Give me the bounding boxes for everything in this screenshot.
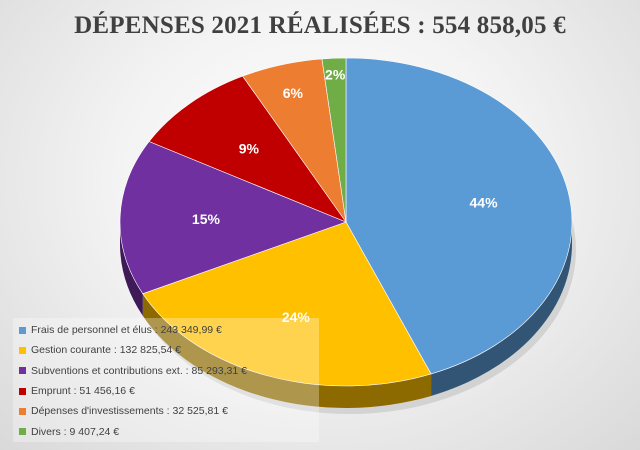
legend-swatch xyxy=(19,387,26,395)
slice-percent-label: 15% xyxy=(192,211,221,227)
slice-percent-label: 6% xyxy=(283,85,304,101)
legend: Frais de personnel et élus : 243 349,99 … xyxy=(13,318,319,442)
legend-item: Frais de personnel et élus : 243 349,99 … xyxy=(19,320,319,340)
pie-side-1 xyxy=(142,293,432,409)
slice-percent-label: 9% xyxy=(239,141,260,157)
chart-title: DÉPENSES 2021 RÉALISÉES : 554 858,05 € xyxy=(74,12,566,39)
pie-side-0 xyxy=(431,222,572,396)
slice-percent-label: 24% xyxy=(282,309,311,325)
legend-label: Subventions et contributions ext. : 85 2… xyxy=(31,364,247,377)
pie-slice-5 xyxy=(321,57,347,223)
legend-item: Subventions et contributions ext. : 85 2… xyxy=(19,361,319,381)
legend-label: Divers : 9 407,24 € xyxy=(31,425,120,438)
legend-item: Emprunt : 51 456,16 € xyxy=(19,381,319,401)
legend-swatch xyxy=(19,346,26,354)
legend-item: Gestion courante : 132 825,54 € xyxy=(19,340,319,360)
legend-swatch xyxy=(19,367,26,375)
slice-percent-label: 44% xyxy=(470,195,499,211)
legend-item: Divers : 9 407,24 € xyxy=(19,421,319,441)
legend-item: Dépenses d'investissements : 32 525,81 € xyxy=(19,401,319,421)
legend-swatch xyxy=(19,326,26,334)
legend-label: Gestion courante : 132 825,54 € xyxy=(31,344,182,357)
legend-label: Dépenses d'investissements : 32 525,81 € xyxy=(31,405,228,418)
legend-swatch xyxy=(19,428,26,436)
pie-slice-2 xyxy=(119,141,347,295)
pie-slice-0 xyxy=(345,57,573,375)
pie-side-2 xyxy=(120,222,143,316)
legend-label: Emprunt : 51 456,16 € xyxy=(31,385,135,398)
slice-percent-label: 2% xyxy=(325,67,346,83)
legend-swatch xyxy=(19,407,26,415)
legend-label: Frais de personnel et élus : 243 349,99 … xyxy=(31,324,222,337)
pie-slice-1 xyxy=(142,221,432,387)
pie-slice-3 xyxy=(148,75,347,223)
